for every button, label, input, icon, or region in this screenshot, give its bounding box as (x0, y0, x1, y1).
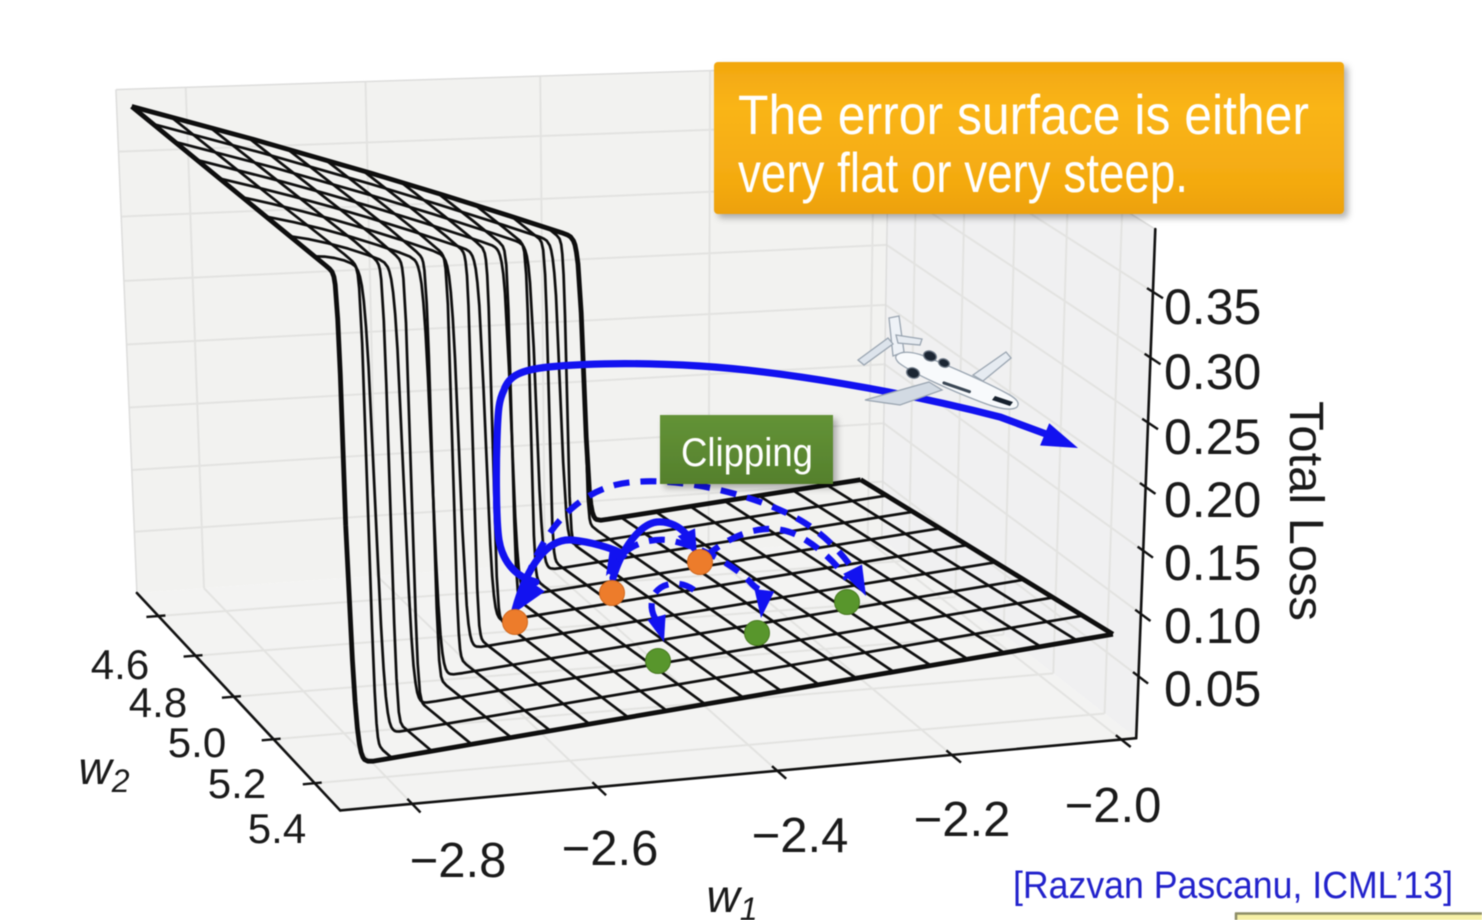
svg-text:0.35: 0.35 (1164, 279, 1261, 335)
svg-text:4.6: 4.6 (91, 641, 149, 688)
svg-text:−2.4: −2.4 (752, 809, 849, 863)
svg-text:−2.0: −2.0 (1065, 779, 1162, 833)
svg-text:−2.2: −2.2 (914, 793, 1011, 847)
svg-text:5.2: 5.2 (208, 760, 266, 807)
svg-text:5.4: 5.4 (248, 805, 306, 852)
svg-text:0.05: 0.05 (1164, 661, 1261, 717)
svg-text:w1: w1 (706, 870, 757, 920)
svg-text:Total Loss: Total Loss (1279, 401, 1332, 621)
svg-text:−2.8: −2.8 (410, 834, 507, 888)
svg-text:The error surface is either: The error surface is either (738, 83, 1309, 146)
svg-text:0.30: 0.30 (1164, 344, 1261, 400)
svg-text:0.20: 0.20 (1164, 472, 1261, 528)
svg-text:very flat or very steep.: very flat or very steep. (738, 141, 1188, 204)
svg-text:Clipping: Clipping (681, 431, 813, 475)
svg-text:0.10: 0.10 (1164, 598, 1261, 654)
svg-text:[Razvan Pascanu, ICML’13]: [Razvan Pascanu, ICML’13] (1013, 865, 1453, 907)
svg-text:0.15: 0.15 (1164, 535, 1261, 591)
svg-text:4.8: 4.8 (129, 679, 187, 726)
svg-text:−2.6: −2.6 (562, 822, 659, 876)
svg-text:0.25: 0.25 (1164, 409, 1261, 465)
svg-text:5.0: 5.0 (168, 719, 226, 766)
svg-text:w2: w2 (78, 742, 129, 799)
